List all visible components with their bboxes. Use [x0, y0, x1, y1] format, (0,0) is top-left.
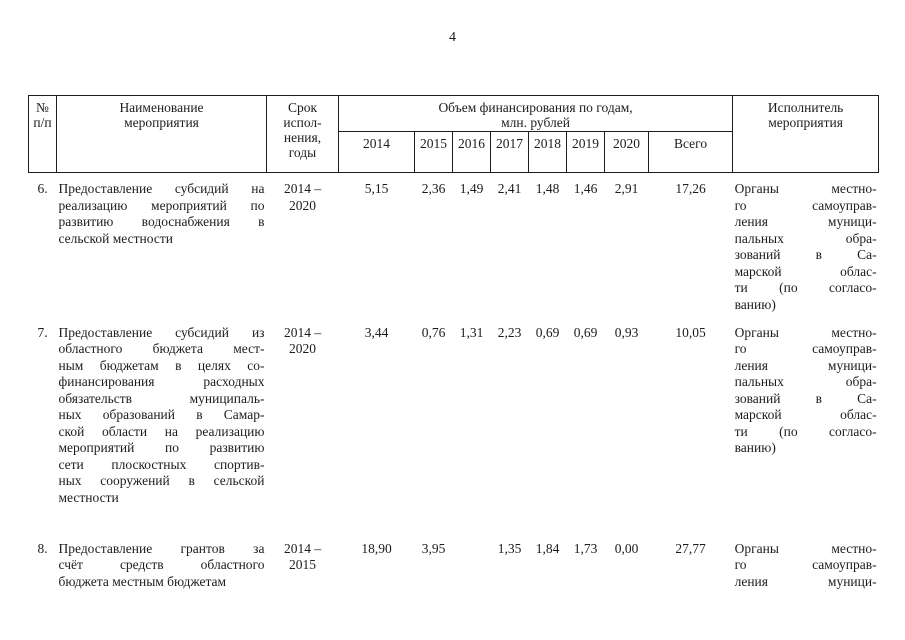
year-header: 2014: [338, 131, 415, 173]
text-line: пальных обра-: [734, 374, 877, 389]
value-cell: 1,73: [573, 540, 598, 556]
total-header: Всего: [647, 131, 734, 173]
value-cell: 1,49: [459, 181, 484, 196]
text-line: марской облас-: [734, 263, 877, 279]
text-line: Органы местно-: [734, 181, 877, 196]
text-line: ных образований в Самар-: [58, 407, 265, 422]
text-line: го самоуправ-: [734, 557, 877, 572]
year-header: 2019: [566, 131, 605, 173]
value-cell: 0,93: [614, 324, 639, 340]
table-body: 6. Предоставление субсидий на реализацию м…: [29, 173, 879, 591]
measure-name-cell: Предоставление субсидий на реализацию мер…: [57, 173, 267, 317]
header-row-1: № п/п Наименование мероприятия Срок испо…: [28, 95, 880, 173]
value-cell: 27,77: [675, 540, 706, 556]
text-line: сельской местности: [58, 230, 173, 246]
text-line: ления муници-: [734, 214, 877, 229]
header-cell-measure-name: Наименование мероприятия: [56, 95, 267, 173]
text-line: сети плоскостных спортив-: [58, 456, 265, 472]
value-cell: [453, 533, 491, 591]
text-line: мероприятий по развитию: [58, 440, 265, 455]
text-line: ти (по согласо-: [734, 280, 877, 295]
value-cell: 0,69: [573, 324, 598, 340]
value-cell: 0,00: [614, 540, 639, 556]
text-line: ванию): [734, 440, 776, 455]
text-line: ской области на реализацию: [58, 423, 265, 439]
measure-name-cell: Предоставление грантов за счёт средств об…: [57, 533, 267, 591]
text-line: Предоставление субсидий из: [58, 324, 265, 340]
text-line: финансирования расходных: [58, 374, 265, 389]
header-cell-period: Срок испол- нения, годы: [266, 95, 339, 173]
row-number-cell: 6.: [37, 181, 48, 196]
text-line: Органы местно-: [734, 324, 877, 340]
text-line: Органы местно-: [734, 540, 877, 556]
financing-table: № п/п Наименование мероприятия Срок испо…: [28, 95, 880, 591]
value-cell: 3,95: [421, 540, 446, 556]
period-cell: 2014 – 2020: [283, 181, 322, 213]
text-line: го самоуправ-: [734, 197, 877, 213]
value-cell: 0,76: [421, 324, 446, 340]
value-cell: 2,23: [497, 324, 522, 340]
text-line: зований в Са-: [734, 247, 877, 262]
text-line: местности: [58, 489, 119, 505]
text-line: зований в Са-: [734, 390, 877, 406]
text-line: Предоставление субсидий на: [58, 181, 265, 196]
measure-name-cell: Предоставление субсидий из областного бюд…: [57, 317, 267, 533]
text-line: пальных обра-: [734, 230, 877, 246]
text-line: ления муници-: [734, 573, 877, 589]
value-cell: 2,41: [497, 181, 522, 196]
value-cell: 3,44: [364, 324, 389, 340]
value-cell: 1,46: [573, 181, 598, 196]
text-line: развитию водоснабжения в: [58, 214, 265, 229]
text-line: ванию): [734, 296, 776, 312]
table-row: 6. Предоставление субсидий на реализацию м…: [29, 173, 879, 317]
text-line: ления муници-: [734, 357, 877, 373]
text-line: счёт средств областного: [58, 557, 265, 572]
text-line: марской облас-: [734, 407, 877, 422]
executor-cell: Органы местно-го самоуправ-ления муници-: [733, 533, 879, 591]
header-cell-funding-group: Объем финансирования по годам, млн. рубл…: [337, 95, 734, 132]
text-line: ным бюджетам в целях со-: [58, 357, 265, 373]
value-cell: 2,36: [421, 181, 446, 196]
table-header: № п/п Наименование мероприятия Срок испо…: [28, 95, 880, 173]
value-cell: 1,35: [497, 540, 522, 556]
executor-cell: Органы местно-го самоуправ-ления муници-…: [733, 317, 879, 533]
table-row: 8. Предоставление грантов за счёт средств …: [29, 533, 879, 591]
row-number-cell: 7.: [37, 324, 48, 340]
value-cell: 17,26: [675, 181, 706, 196]
table-row: 7. Предоставление субсидий из областного б…: [29, 317, 879, 533]
period-cell: 2014 – 2015: [283, 540, 322, 573]
text-line: областного бюджета мест-: [58, 341, 265, 356]
text-line: ных сооружений в сельской: [58, 473, 265, 488]
year-header: 2020: [604, 131, 649, 173]
year-header: 2016: [452, 131, 491, 173]
page-number: 4: [449, 30, 456, 45]
value-cell: 5,15: [364, 181, 389, 196]
text-line: ти (по согласо-: [734, 423, 877, 439]
value-cell: 1,84: [535, 540, 560, 556]
year-header: 2017: [490, 131, 529, 173]
period-cell: 2014 – 2020: [283, 324, 322, 357]
text-line: Предоставление грантов за: [58, 540, 265, 556]
value-cell: 10,05: [675, 324, 706, 340]
value-cell: 2,91: [614, 181, 639, 196]
value-cell: 18,90: [361, 540, 392, 556]
executor-cell: Органы местно-го самоуправ-ления муници-…: [733, 173, 879, 317]
row-number-cell: 8.: [37, 540, 48, 556]
text-line: обязательств муниципаль-: [58, 390, 265, 406]
value-cell: 0,69: [535, 324, 560, 340]
text-line: го самоуправ-: [734, 341, 877, 356]
header-cell-number: № п/п: [28, 95, 57, 173]
text-line: бюджета местным бюджетам: [58, 573, 227, 589]
year-header: 2015: [414, 131, 453, 173]
value-cell: 1,31: [459, 324, 484, 340]
header-row-2: 2014 2015 2016 2017 2018 2019 2020 Всего: [29, 131, 879, 173]
text-line: реализацию мероприятий по: [58, 197, 265, 213]
year-header: 2018: [528, 131, 567, 173]
value-cell: 1,48: [535, 181, 560, 196]
header-cell-executor: Исполнитель мероприятия: [732, 95, 880, 173]
